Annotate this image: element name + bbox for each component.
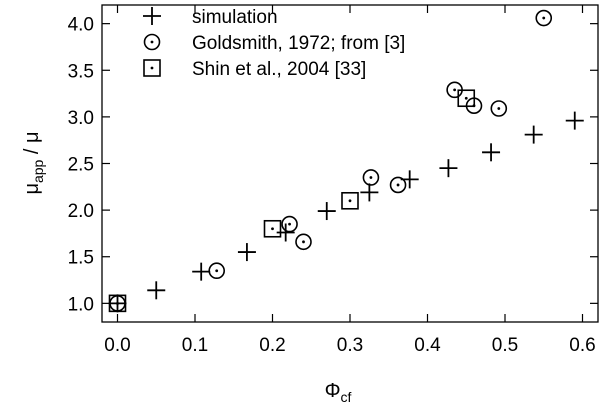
y-tick-label-1.0: 1.0: [68, 294, 94, 315]
x-tick-label-0.2: 0.2: [259, 335, 285, 356]
x-tick-label-0.0: 0.0: [104, 335, 130, 356]
point-s1-5: [389, 176, 407, 194]
point-s1-1: [208, 262, 225, 280]
y-tick-label-3.0: 3.0: [68, 108, 94, 129]
point-s0-4: [276, 223, 295, 242]
y-axis-label-sub: app: [30, 159, 46, 183]
point-s2-3: [457, 89, 476, 108]
y-tick-label-4.0: 4.0: [68, 15, 94, 36]
y-tick-label-3.5: 3.5: [68, 61, 94, 82]
axis-ticks: [102, 5, 598, 322]
y-axis-label-main: μ: [21, 183, 43, 195]
x-tick-labels: 0.0 0.1 0.2 0.3 0.4 0.5 0.6: [104, 335, 595, 356]
point-s1-4: [362, 169, 380, 186]
point-s2-2: [341, 191, 359, 210]
legend-marker-0: [143, 7, 161, 25]
y-axis-label-rest: / μ: [21, 131, 43, 159]
x-axis-label-sub: cf: [341, 389, 352, 405]
y-tick-labels: 1.0 1.5 2.0 2.5 3.0 3.5 4.0: [68, 15, 94, 316]
x-tick-label-0.5: 0.5: [492, 335, 518, 356]
legend-marker-2: [143, 59, 161, 77]
point-s1-2: [281, 215, 298, 233]
point-s2-1: [263, 219, 282, 238]
point-s0-2: [192, 262, 211, 281]
legend: simulation Goldsmith, 1972; from [3] Shi…: [143, 7, 405, 80]
legend-marker-1: [143, 33, 161, 51]
x-tick-label-0.1: 0.1: [182, 335, 208, 356]
point-s1-9: [535, 9, 553, 27]
legend-label-shin: Shin et al., 2004 [33]: [192, 59, 366, 80]
point-s0-6: [360, 183, 379, 202]
point-s0-9: [482, 143, 501, 162]
point-s0-11: [565, 111, 584, 130]
data-points: [108, 9, 584, 313]
point-s2-0: [108, 294, 127, 313]
point-s0-3: [237, 243, 256, 262]
legend-symbol-simulation: [143, 7, 161, 25]
y-tick-label-1.5: 1.5: [68, 248, 94, 269]
legend-label-goldsmith: Goldsmith, 1972; from [3]: [192, 33, 405, 54]
y-tick-label-2.0: 2.0: [68, 201, 94, 222]
legend-label-simulation: simulation: [192, 7, 278, 28]
x-tick-label-0.3: 0.3: [337, 335, 363, 356]
x-axis-label: Φcf: [325, 380, 352, 405]
x-tick-label-0.6: 0.6: [569, 335, 595, 356]
point-s0-8: [439, 159, 458, 178]
point-s0-10: [524, 125, 543, 144]
legend-symbol-shin: [143, 59, 161, 77]
point-s0-1: [147, 281, 166, 300]
x-tick-label-0.4: 0.4: [414, 335, 441, 356]
point-s1-3: [295, 233, 312, 251]
legend-symbol-goldsmith: [143, 33, 161, 51]
y-axis-label: μapp / μ: [21, 131, 46, 194]
point-s0-5: [317, 202, 336, 221]
x-axis-label-main: Φ: [325, 380, 341, 402]
point-s1-8: [490, 100, 508, 117]
y-tick-label-2.5: 2.5: [68, 155, 94, 176]
